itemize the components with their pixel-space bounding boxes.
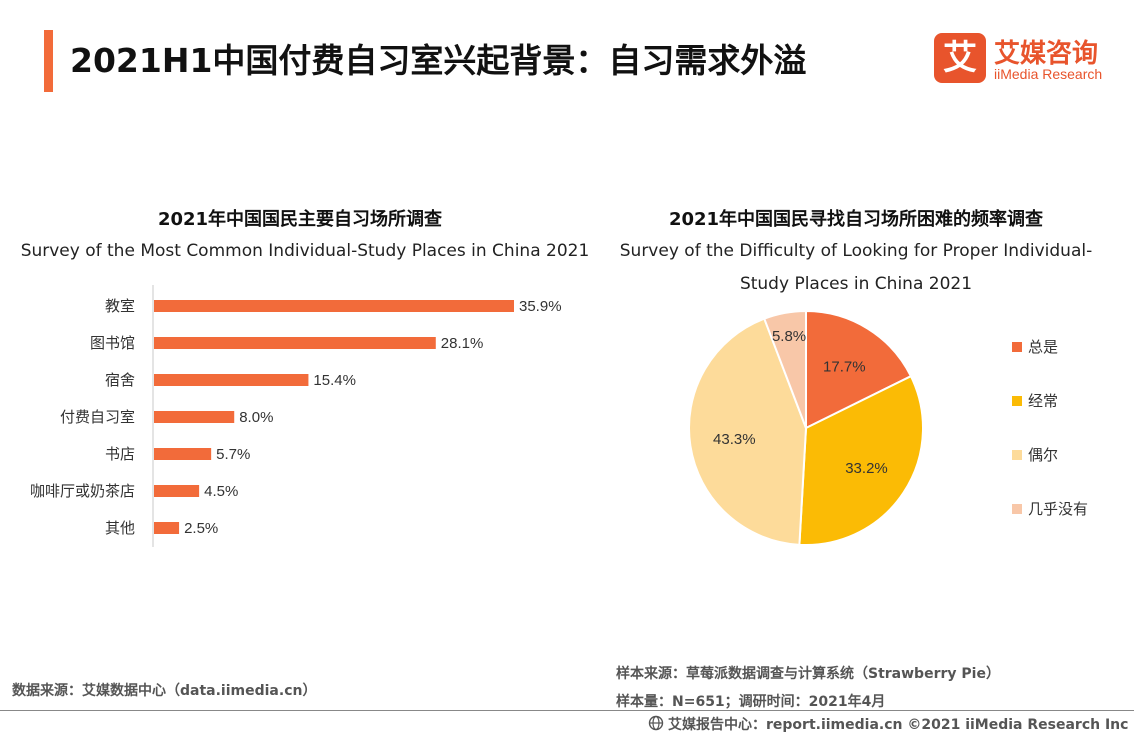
bar [154,337,436,349]
footer-divider [0,710,1134,711]
bar-chart-subtitle: Survey of the Most Common Individual-Stu… [20,241,590,261]
pie-chart-title: 2021年中国国民寻找自习场所困难的频率调查 [668,209,1044,230]
bar-category-label: 书店 [105,445,135,463]
legend-label: 经常 [1028,392,1059,410]
bar [154,485,200,497]
bar [154,411,235,423]
footer-text: 艾媒报告中心：report.iimedia.cn ©2021 iiMedia R… [668,717,1129,733]
bar-value-label: 28.1% [441,335,484,352]
bar-chart: 教室 35.9% 图书馆 28.1% 宿舍 15.4% 付费自习室 8.0% 书店 5.7% 咖啡厅… [30,285,562,547]
brand-name-en: iiMedia Research [994,66,1103,82]
legend-label: 总是 [1028,338,1059,356]
pie-chart-subtitle-line2: Study Places in China 2021 [739,274,973,294]
pie-slice [763,309,807,429]
bar-value-label: 15.4% [313,372,356,389]
bar [154,300,514,312]
sample-size: 样本量：N=651；调研时间：2021年4月 [616,694,886,710]
pie-chart-subtitle-line1: Survey of the Difficulty of Looking for … [619,241,1093,261]
bar-value-label: 4.5% [204,483,238,500]
pie-slice [688,317,808,546]
pie-chart: 17.7% 33.2% 43.3% 5.8% [688,309,924,546]
sample-source: 样本来源：草莓派数据调查与计算系统（Strawberry Pie） [616,666,1000,682]
bar-value-label: 5.7% [216,446,250,463]
pie-value-label: 43.3% [713,431,756,448]
pie-value-label: 5.8% [772,328,806,345]
legend-label: 偶尔 [1028,446,1059,464]
bar-category-label: 咖啡厅或奶茶店 [30,482,135,500]
bar-category-label: 付费自习室 [60,408,135,426]
bar-value-label: 35.9% [519,298,562,315]
bar [154,374,309,386]
brand-name-cn: 艾媒咨询 [994,39,1099,69]
pie-value-label: 17.7% [823,358,866,375]
pie-slice [805,309,913,430]
legend-label: 几乎没有 [1028,500,1089,518]
bar-category-label: 其他 [105,519,135,537]
bar [154,448,212,460]
pie-slice [798,374,924,546]
bar-category-label: 宿舍 [105,371,135,389]
legend-swatch [1012,396,1022,406]
legend-swatch [1012,342,1022,352]
legend-swatch [1012,504,1022,514]
pie-value-label: 33.2% [845,460,888,477]
title-accent-bar [44,30,53,92]
brand-mark-icon: 艾 [934,33,986,83]
globe-icon [648,715,664,731]
bar-chart-title: 2021年中国国民主要自习场所调查 [157,209,443,230]
data-source-left: 数据来源：艾媒数据中心（data.iimedia.cn） [12,683,317,699]
page-title: 2021H1中国付费自习室兴起背景：自习需求外溢 [70,41,807,80]
bar [154,522,180,534]
legend-swatch [1012,450,1022,460]
bar-category-label: 图书馆 [90,334,135,352]
bar-category-label: 教室 [105,297,135,315]
bar-value-label: 8.0% [239,409,273,426]
bar-value-label: 2.5% [184,520,218,537]
brand-logo: 艾 艾媒咨询 iiMedia Research [934,33,1114,87]
